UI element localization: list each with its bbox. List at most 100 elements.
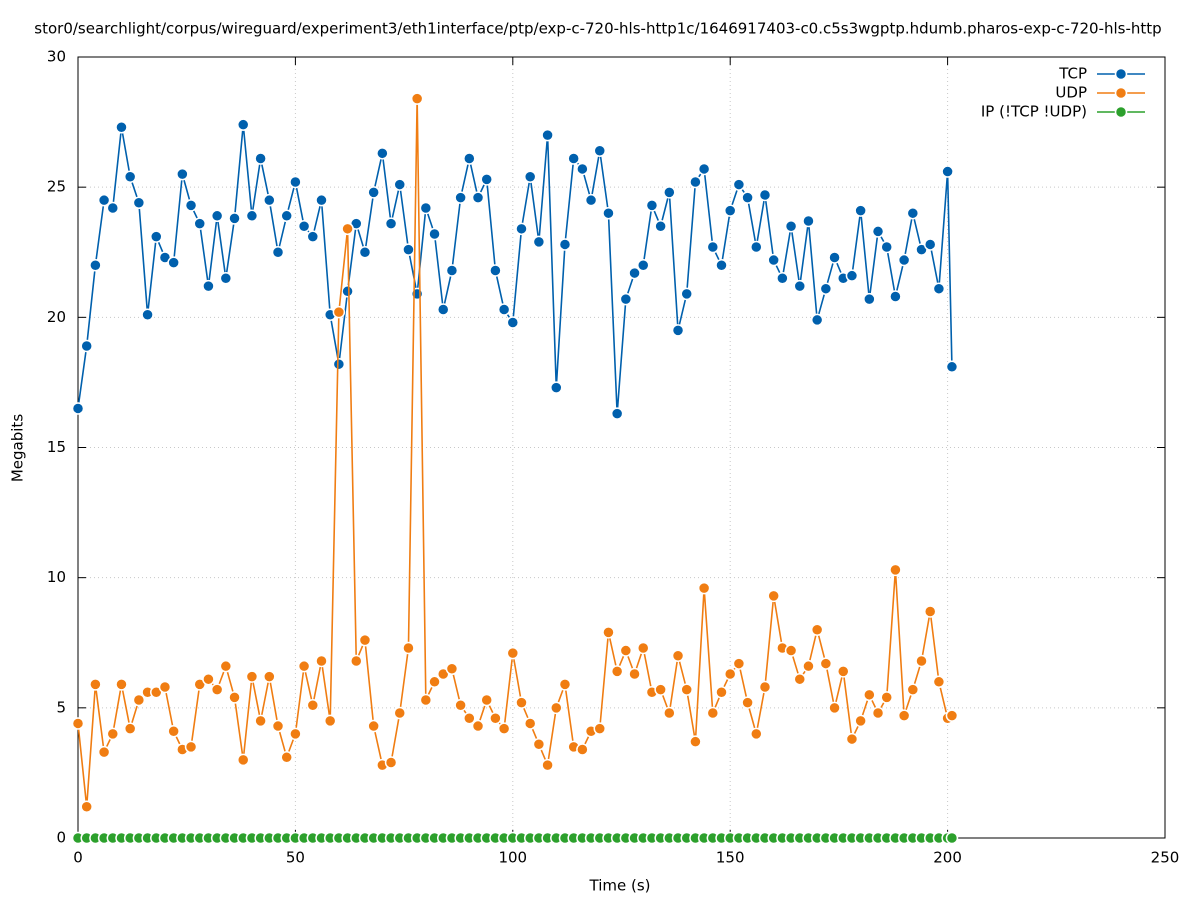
data-point — [97, 745, 111, 759]
data-point — [558, 238, 572, 251]
data-point — [358, 633, 372, 647]
data-point — [558, 678, 572, 691]
data-point — [515, 222, 528, 236]
data-point — [906, 683, 920, 696]
data-point — [802, 214, 815, 228]
data-point — [254, 152, 267, 165]
data-point — [289, 175, 302, 189]
x-tick-label: 150 — [716, 849, 745, 867]
data-point — [593, 144, 607, 157]
legend-marker — [1114, 86, 1128, 100]
data-point — [932, 675, 946, 689]
data-point — [115, 121, 128, 134]
data-point — [628, 266, 641, 280]
data-point — [932, 282, 946, 295]
data-point — [80, 339, 93, 353]
data-point — [367, 186, 380, 199]
data-point — [784, 644, 798, 657]
data-point — [210, 683, 224, 696]
data-point — [350, 654, 363, 668]
data-point — [715, 685, 728, 699]
data-point — [89, 259, 102, 272]
data-point — [506, 646, 520, 660]
data-point — [410, 92, 424, 105]
data-point — [132, 693, 146, 707]
data-point — [263, 670, 276, 683]
y-axis-label: Megabits — [9, 414, 27, 482]
y-tick-label: 10 — [47, 568, 66, 586]
data-point — [550, 381, 563, 394]
data-point — [71, 717, 85, 730]
data-point — [471, 719, 485, 733]
data-point — [402, 243, 415, 256]
data-point — [663, 186, 676, 199]
data-point — [280, 209, 293, 223]
data-point — [236, 118, 250, 131]
data-point — [897, 253, 911, 267]
data-point — [897, 709, 911, 722]
data-point — [628, 667, 641, 681]
x-tick-label: 0 — [73, 849, 83, 867]
data-point — [923, 605, 937, 618]
data-point — [680, 683, 693, 696]
x-axis-label: Time (s) — [589, 877, 651, 895]
data-point — [767, 589, 780, 603]
data-point — [263, 193, 276, 207]
data-point — [541, 758, 554, 772]
y-tick-label: 15 — [47, 438, 66, 456]
data-point — [697, 581, 711, 595]
data-point — [523, 170, 537, 184]
data-point — [863, 688, 876, 702]
data-point — [810, 623, 824, 636]
data-point — [636, 641, 650, 655]
data-point — [810, 313, 824, 327]
data-point — [845, 732, 859, 746]
data-point — [71, 402, 85, 415]
data-point — [636, 259, 650, 272]
data-point — [836, 665, 850, 678]
data-point — [489, 711, 502, 725]
data-point — [715, 259, 728, 272]
data-point — [880, 240, 893, 254]
legend-label: TCP — [1058, 65, 1087, 83]
data-point — [758, 680, 772, 694]
data-point — [945, 709, 959, 722]
data-point — [254, 714, 267, 728]
data-point — [97, 193, 111, 207]
data-point — [228, 212, 241, 225]
data-point — [306, 698, 320, 712]
data-point — [732, 178, 746, 191]
data-point — [463, 711, 476, 725]
data-point — [271, 719, 285, 733]
data-point — [706, 706, 720, 720]
data-point — [689, 735, 702, 748]
data-point — [228, 691, 241, 704]
y-tick-label: 0 — [56, 829, 66, 847]
x-tick-label: 50 — [286, 849, 305, 867]
legend-marker — [1114, 67, 1128, 81]
data-point — [567, 152, 580, 165]
data-point — [697, 162, 711, 176]
data-point — [758, 188, 772, 202]
data-point — [741, 191, 754, 204]
series-line — [77, 98, 953, 807]
data-point — [358, 246, 372, 259]
x-tick-label: 250 — [1151, 849, 1180, 867]
data-point — [497, 722, 511, 735]
data-point — [671, 324, 685, 337]
y-tick-label: 20 — [47, 308, 66, 326]
data-point — [923, 238, 937, 251]
data-point — [245, 670, 259, 683]
y-tick-label: 30 — [47, 48, 66, 66]
data-point — [402, 641, 415, 655]
legend-label: IP (!TCP !UDP) — [981, 103, 1087, 121]
plot-frame — [77, 56, 1166, 839]
data-point — [315, 654, 328, 668]
data-point — [210, 209, 224, 223]
data-point — [436, 303, 450, 316]
data-point — [419, 693, 433, 707]
data-point — [341, 285, 354, 298]
data-point — [602, 626, 615, 639]
data-point — [219, 272, 233, 285]
